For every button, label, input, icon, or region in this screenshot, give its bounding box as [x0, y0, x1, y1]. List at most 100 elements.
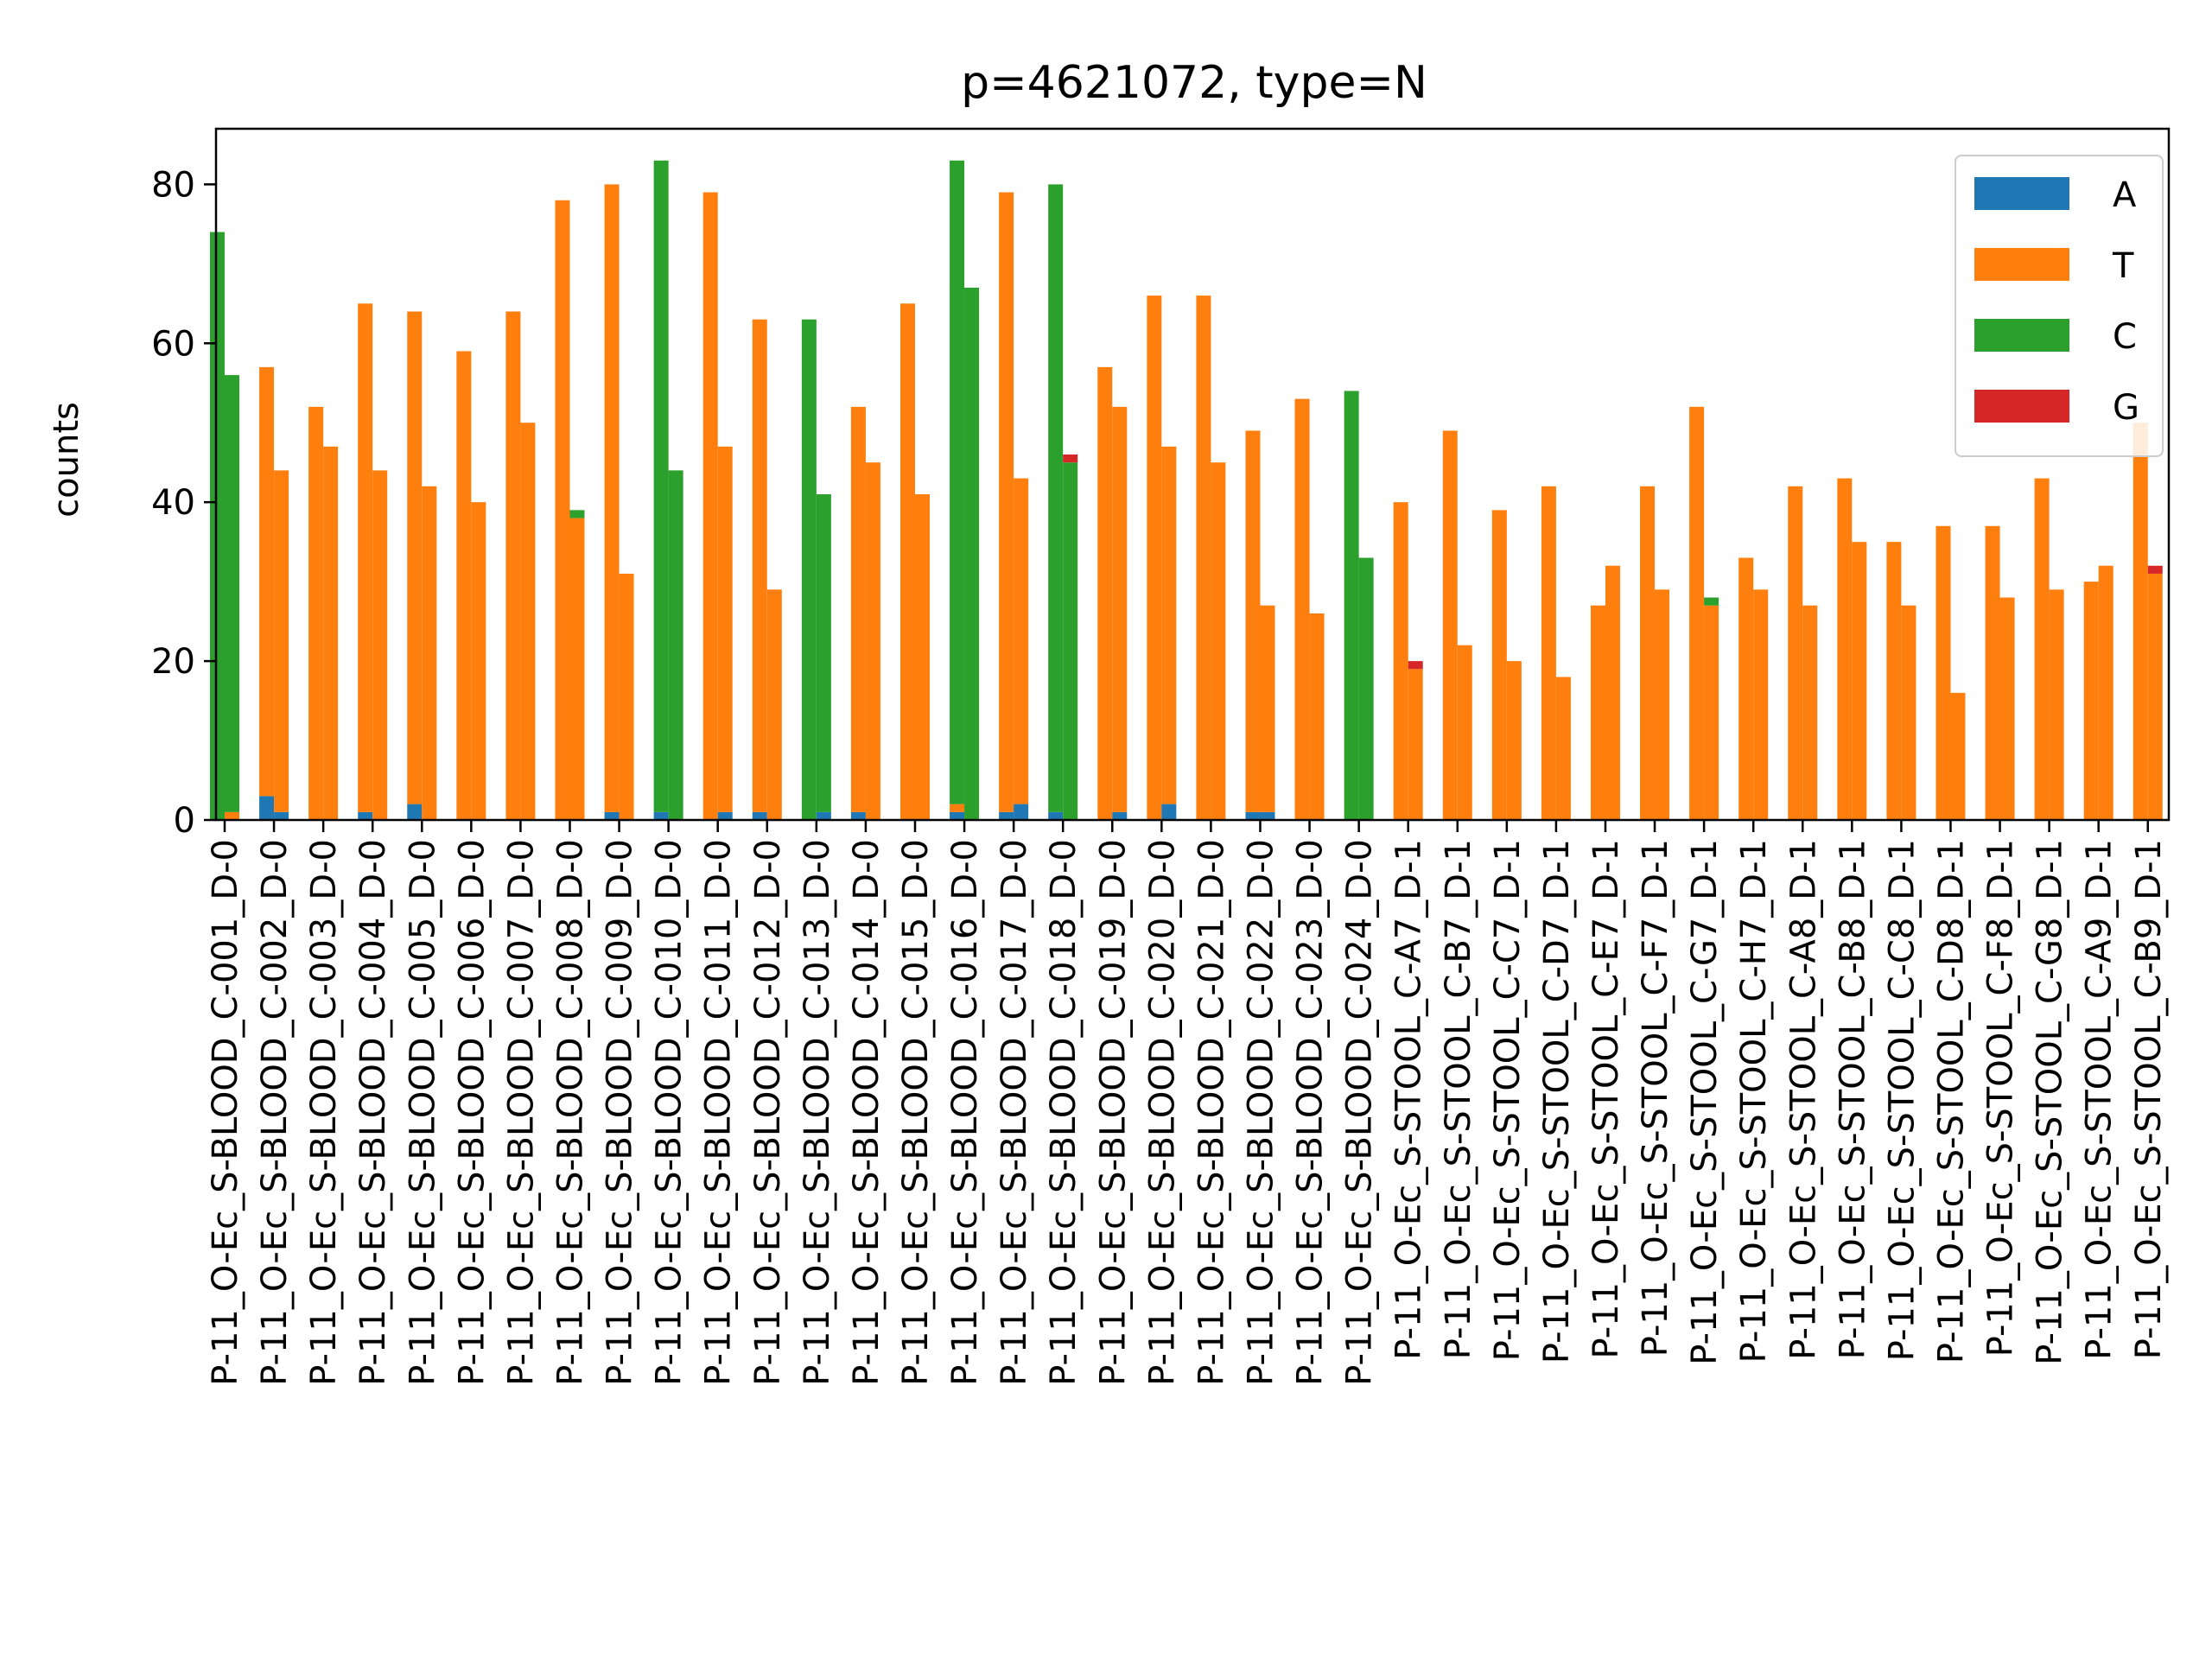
bar-forward-A-15 [950, 811, 965, 820]
x-tick-label: P-11_O-Ec_S-BLOOD_C-008_D-0 [550, 839, 590, 1386]
x-tick-label: P-11_O-Ec_S-BLOOD_C-010_D-0 [650, 839, 690, 1386]
bar-forward-T-6 [505, 311, 521, 820]
bar-forward-T-25 [1442, 430, 1458, 820]
x-tick-label: P-11_O-Ec_S-STOOL_C-C7_D-1 [1488, 839, 1528, 1361]
bar-forward-T-38 [2083, 582, 2099, 820]
bar-forward-T-30 [1689, 406, 1705, 820]
bar-reverse-T-8 [619, 573, 634, 820]
x-tick-label: P-11_O-Ec_S-STOOL_C-E7_D-1 [1586, 839, 1626, 1359]
bar-forward-T-14 [899, 303, 915, 820]
bar-forward-T-4 [407, 311, 423, 804]
bar-forward-A-3 [358, 811, 373, 820]
bar-reverse-T-24 [1408, 669, 1423, 820]
bar-reverse-T-29 [1655, 589, 1670, 820]
bar-reverse-A-19 [1161, 804, 1177, 820]
x-tick-label: P-11_O-Ec_S-STOOL_C-B8_D-1 [1833, 839, 1872, 1359]
bar-forward-T-2 [308, 406, 324, 820]
bar-forward-T-31 [1738, 557, 1754, 820]
y-tick-label: 80 [151, 165, 195, 205]
x-tick-label: P-11_O-Ec_S-BLOOD_C-022_D-0 [1241, 839, 1281, 1386]
bar-reverse-G-17 [1063, 454, 1078, 463]
x-tick-label: P-11_O-Ec_S-BLOOD_C-003_D-0 [304, 839, 344, 1386]
bar-forward-C-0 [210, 232, 225, 820]
bar-reverse-C-12 [816, 493, 831, 812]
legend-swatch-C [1974, 319, 2069, 352]
bar-reverse-T-37 [2049, 589, 2064, 820]
bar-forward-T-21 [1245, 430, 1261, 812]
bar-reverse-C-23 [1358, 557, 1374, 820]
x-tick-label: P-11_O-Ec_S-BLOOD_C-013_D-0 [798, 839, 837, 1386]
bar-reverse-C-7 [569, 510, 585, 518]
bar-reverse-T-28 [1605, 565, 1620, 820]
x-tick-label: P-11_O-Ec_S-BLOOD_C-014_D-0 [847, 839, 887, 1386]
bar-reverse-T-25 [1457, 645, 1472, 820]
bar-reverse-C-0 [225, 375, 239, 812]
legend-label-C: C [2113, 317, 2137, 357]
bar-forward-A-4 [407, 804, 423, 820]
bar-reverse-C-15 [964, 287, 980, 820]
bar-forward-T-7 [555, 200, 570, 820]
x-tick-label: P-11_O-Ec_S-BLOOD_C-016_D-0 [945, 839, 985, 1386]
bar-forward-C-9 [653, 160, 669, 812]
x-tick-label: P-11_O-Ec_S-BLOOD_C-011_D-0 [699, 839, 739, 1386]
legend-swatch-G [1974, 390, 2069, 423]
bar-forward-T-3 [358, 303, 373, 812]
bar-forward-T-20 [1196, 296, 1211, 821]
bar-forward-A-8 [604, 811, 620, 820]
bar-forward-A-13 [850, 811, 866, 820]
bar-forward-C-15 [950, 160, 965, 804]
bar-reverse-T-18 [1112, 406, 1128, 812]
bar-forward-T-10 [702, 192, 718, 820]
bar-reverse-T-0 [225, 811, 239, 820]
bar-forward-T-13 [850, 406, 866, 812]
bar-reverse-C-17 [1063, 462, 1078, 820]
bar-reverse-T-5 [471, 502, 486, 820]
x-tick-label: P-11_O-Ec_S-BLOOD_C-009_D-0 [601, 839, 640, 1386]
y-axis: 0 20 40 60 80 [151, 165, 216, 841]
x-tick-label: P-11_O-Ec_S-BLOOD_C-021_D-0 [1192, 839, 1231, 1386]
bar-forward-C-17 [1048, 184, 1064, 812]
bar-forward-T-27 [1541, 486, 1556, 820]
x-tick-label: P-11_O-Ec_S-STOOL_C-D7_D-1 [1537, 839, 1577, 1363]
x-tick-label: P-11_O-Ec_S-STOOL_C-B9_D-1 [2129, 839, 2169, 1359]
x-tick-label: P-11_O-Ec_S-BLOOD_C-017_D-0 [995, 839, 1034, 1386]
bar-reverse-T-1 [274, 470, 289, 812]
bar-forward-T-15 [950, 804, 965, 812]
bar-forward-C-23 [1344, 391, 1359, 820]
plot-frame [214, 127, 2171, 822]
bar-forward-T-18 [1097, 366, 1113, 820]
bars-layer [210, 160, 2163, 821]
y-tick-label: 20 [151, 642, 195, 682]
bar-forward-T-11 [752, 319, 767, 812]
y-tick-label: 40 [151, 483, 195, 523]
x-tick-label: P-11_O-Ec_S-BLOOD_C-006_D-0 [452, 839, 492, 1386]
x-tick-label: P-11_O-Ec_S-BLOOD_C-023_D-0 [1291, 839, 1331, 1386]
x-tick-label: P-11_O-Ec_S-BLOOD_C-012_D-0 [748, 839, 788, 1386]
bar-reverse-T-6 [520, 423, 536, 820]
x-tick-label: P-11_O-Ec_S-BLOOD_C-015_D-0 [896, 839, 936, 1386]
bar-forward-A-17 [1048, 811, 1064, 820]
bar-reverse-T-4 [422, 486, 437, 820]
bar-reverse-T-26 [1506, 661, 1522, 820]
bar-reverse-T-32 [1802, 605, 1818, 820]
bar-reverse-A-16 [1014, 804, 1029, 820]
bar-reverse-T-30 [1704, 605, 1719, 820]
x-tick-label: P-11_O-Ec_S-STOOL_C-A9_D-1 [2080, 839, 2120, 1360]
bar-reverse-G-39 [2147, 565, 2163, 574]
bar-forward-T-19 [1147, 296, 1162, 821]
legend-label-T: T [2112, 246, 2134, 286]
x-tick-label: P-11_O-Ec_S-STOOL_C-A7_D-1 [1389, 839, 1429, 1360]
bar-forward-T-39 [2133, 423, 2148, 820]
bar-reverse-A-18 [1112, 811, 1128, 820]
bar-reverse-A-21 [1260, 811, 1275, 820]
y-axis-label: counts [47, 402, 86, 518]
bar-forward-A-9 [653, 811, 669, 820]
chart-title: p=4621072, type=N [961, 57, 1427, 109]
bar-forward-T-37 [2034, 478, 2050, 820]
legend-label-A: A [2113, 175, 2137, 215]
bar-reverse-C-30 [1704, 597, 1719, 606]
y-tick-label: 60 [151, 324, 195, 364]
bar-forward-T-32 [1788, 486, 1803, 820]
